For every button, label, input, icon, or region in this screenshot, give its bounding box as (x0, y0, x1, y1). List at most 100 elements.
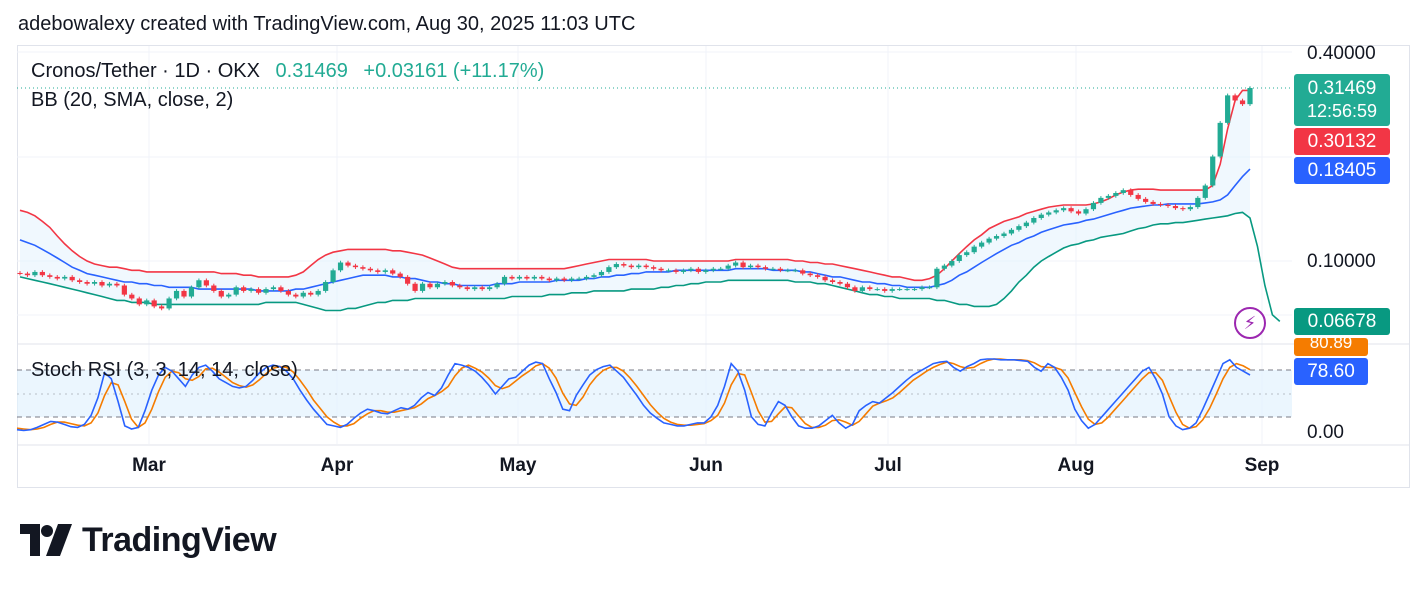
candle-body (837, 281, 843, 284)
candle (47, 273, 53, 279)
candle-body (129, 294, 135, 299)
bb-legend[interactable]: BB (20, SMA, close, 2) (31, 89, 234, 111)
candle (397, 271, 403, 279)
candle (62, 275, 68, 281)
candle (934, 266, 940, 290)
candle (621, 262, 627, 268)
candle-body (1247, 88, 1253, 105)
candle (583, 275, 590, 281)
candle-body (457, 285, 463, 288)
candle (576, 276, 582, 281)
candle-body (270, 287, 277, 290)
candle (315, 289, 321, 297)
candle (24, 271, 31, 278)
lightning-icon[interactable]: ⚡ (1234, 307, 1266, 339)
candle-body (539, 276, 545, 279)
candle-body (651, 267, 657, 269)
candle-body (554, 278, 560, 281)
candle-body (501, 276, 508, 284)
candle (956, 253, 962, 263)
candle-body (487, 287, 493, 290)
candle-body (665, 270, 672, 272)
candle-body (1165, 204, 1171, 207)
candle (837, 280, 843, 286)
candle-body (1023, 222, 1029, 227)
candle-body (442, 281, 448, 284)
candle-body (1210, 156, 1216, 186)
candle (941, 263, 947, 271)
candle (628, 263, 634, 269)
candle (173, 289, 180, 301)
candle-body (1172, 206, 1179, 209)
candle (427, 281, 433, 290)
candle (815, 273, 821, 279)
candle-body (807, 273, 813, 276)
candle-body (1105, 195, 1111, 198)
candle (345, 260, 351, 268)
candle (829, 278, 836, 284)
candle-body (375, 270, 381, 272)
candle (442, 280, 448, 286)
bb-upper-tag: 0.30132 (1294, 128, 1390, 155)
candle-body (397, 273, 403, 277)
price-change-value: +0.03161 (+11.17%) (363, 60, 545, 82)
stoch-axis-label: 0.00 (1307, 422, 1344, 443)
candle-body (494, 283, 500, 288)
candle-body (114, 283, 120, 286)
candle (1120, 188, 1126, 195)
candle (121, 283, 127, 297)
candle-body (1016, 226, 1022, 230)
candle (226, 292, 232, 299)
candle-body (971, 246, 977, 253)
candle-body (1195, 197, 1201, 208)
candle (695, 266, 701, 274)
candle (211, 283, 217, 293)
candle (613, 262, 619, 269)
candle-body (643, 265, 649, 268)
candle-body (680, 270, 687, 272)
candle-body (166, 298, 172, 309)
stoch-legend[interactable]: Stoch RSI (3, 3, 14, 14, close) (31, 359, 298, 381)
candle-body (196, 280, 202, 288)
candle (464, 285, 470, 291)
candle-body (1046, 212, 1052, 215)
candle (554, 276, 560, 283)
candle (1239, 98, 1246, 106)
candle (285, 289, 291, 297)
candle-body (874, 289, 880, 291)
symbol-legend[interactable]: Cronos/Tether · 1D · OKX 0.31469 +0.0316… (31, 60, 544, 83)
candle-body (509, 276, 515, 279)
candle-body (710, 268, 716, 271)
tradingview-logo[interactable]: TradingView (20, 520, 277, 560)
candle-body (770, 268, 776, 270)
candle-body (323, 281, 329, 291)
candle-body (472, 287, 478, 290)
candle-body (352, 265, 359, 268)
candle (151, 298, 157, 309)
month-label-sep: Sep (1244, 455, 1280, 476)
candle-body (822, 276, 828, 281)
candle (800, 268, 806, 276)
candle-body (1008, 229, 1015, 234)
candle (270, 285, 277, 291)
candle (539, 275, 545, 281)
candle (703, 268, 709, 274)
candle (1068, 206, 1074, 214)
candle-body (278, 287, 284, 291)
candle-body (934, 268, 940, 288)
candle-body (561, 278, 567, 281)
chart-frame[interactable] (17, 45, 1410, 488)
candle (300, 290, 306, 299)
candle (419, 281, 426, 293)
candle (278, 285, 284, 293)
candle (1053, 208, 1059, 215)
candle (859, 285, 865, 293)
candle-body (718, 268, 724, 270)
candle (166, 296, 172, 311)
candle (99, 280, 105, 288)
candle-body (345, 262, 351, 266)
price-axis-label-mid: 0.10000 (1307, 251, 1376, 272)
candle-body (24, 273, 31, 276)
candle (255, 287, 262, 295)
